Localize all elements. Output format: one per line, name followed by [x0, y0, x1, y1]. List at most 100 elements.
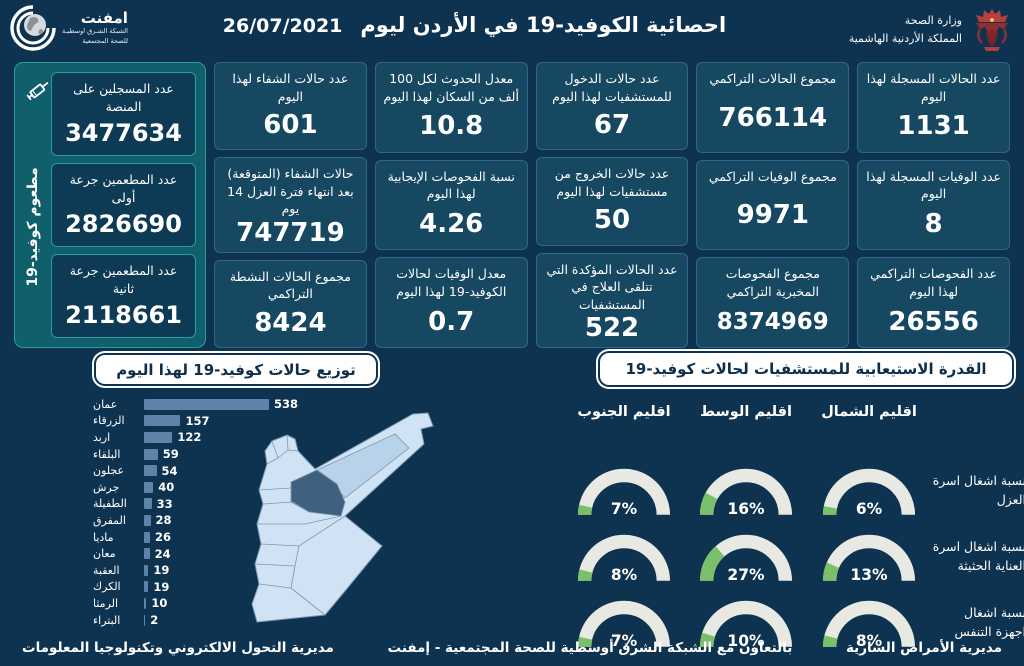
stat-card-label: عدد الفحوصات التراكمي لهذا اليوم [870, 266, 998, 299]
vaccination-cards: عدد المسجلين على المنصة 3477634 عدد المطعم… [51, 72, 197, 338]
bar [144, 431, 173, 443]
region-header-3: اقليم الجنوب [577, 404, 671, 420]
bar-value-label: 26 [155, 530, 172, 545]
stat-card: عدد حالات الخروج من مستشفيات لهذا اليوم 5… [535, 157, 689, 246]
gauge-cell: 6% [810, 458, 928, 524]
footer: مديرية الأمراض السارية بالتعاون مع الشبك… [0, 630, 1024, 666]
bar-category-label: الزرقاء [93, 414, 125, 428]
bar [144, 531, 151, 543]
bar-value-label: 19 [153, 579, 170, 594]
bar-row: البتراء 2 [86, 612, 321, 629]
stat-card-label: نسبة الفحوصات الإيجابية لهذا اليوم [387, 168, 515, 202]
moh-text: وزارة الصحة المملكة الأردنية الهاشمية [849, 12, 962, 47]
stat-card-value: 10.8 [419, 111, 484, 142]
bar-track: 122 [144, 430, 321, 444]
syringe-icon [26, 81, 49, 101]
stat-card: حالات الشفاء (المتوقعة) بعد انتهاء فترة … [214, 157, 367, 253]
stat-card-label: معدل الحدوث لكل 100 ألف من السكان لهذا ا… [383, 71, 519, 104]
bar-value-label: 28 [155, 513, 172, 528]
page-title-area: احصائية الكوفيد-19 في الأردن ليوم 26/07/… [190, 13, 759, 37]
emphnet-subtitle-2: للصحة المجتمعية [82, 37, 128, 45]
stat-card-value: 1131 [897, 111, 970, 142]
bar-category-label: معان [93, 547, 116, 561]
bar-track: 19 [144, 580, 321, 594]
gauge-chart: 7% [577, 468, 671, 518]
stat-card-value: 747719 [236, 217, 345, 248]
bar-track: 10 [144, 596, 321, 610]
bar-row: معان 24 [86, 545, 321, 562]
vaccination-card: عدد المطعمين جرعة ثانية 2118661 [51, 254, 197, 338]
stat-card-value: 8 [924, 209, 943, 239]
bar-category-label: ماديا [93, 530, 114, 544]
bar-row: الرمثا 10 [86, 595, 321, 612]
stat-card-value: 50 [593, 205, 631, 236]
bar-track: 33 [144, 497, 321, 511]
vaccination-card-value: 2826690 [65, 210, 182, 238]
bar-row: الكرك 19 [86, 579, 321, 596]
bar-category-label: جرش [93, 480, 120, 494]
bar-track: 59 [144, 447, 321, 461]
bar [144, 498, 152, 510]
stat-column-1: عدد الحالات المسجلة لهذا اليوم 1131 عدد ال… [857, 62, 1010, 349]
stat-column-4: معدل الحدوث لكل 100 ألف من السكان لهذا ا… [374, 62, 528, 349]
cases-distribution-barchart: عمان 538 الزرقاء 157 اربد 122 البلقاء 59 عجلون 54… [86, 396, 321, 628]
stat-card-value: 601 [263, 110, 318, 141]
stat-card: مجموع الحالات التراكمي 766114 [696, 62, 850, 153]
gauge-row-label-2: نسبة اشغال اسرة العناية الحثيثة [932, 539, 1024, 573]
bar-category-label: العقبة [93, 563, 120, 577]
svg-text:8%: 8% [856, 632, 883, 650]
hospital-capacity-title: القدرة الاستيعابية للمستشفيات لحالات كوف… [600, 353, 1012, 385]
emphnet-logo-text: امفنت الشبكة الشـرق اوسطيـة للصحة المجتم… [62, 9, 128, 47]
vaccination-card-label: عدد المسجلين على المنصة [73, 81, 174, 114]
moh-line2: المملكة الأردنية الهاشمية [848, 32, 962, 45]
svg-text:8%: 8% [611, 566, 638, 584]
stat-card-label: عدد الحالات المسجلة لهذا اليوم [866, 71, 1001, 104]
emphnet-logo: امفنت الشبكة الشـرق اوسطيـة للصحة المجتم… [10, 5, 128, 51]
gauge-chart: 8% [577, 534, 671, 584]
stat-card: معدل الوفيات لحالات الكوفيد-19 لهذا اليو… [374, 257, 528, 349]
gauge-row-label-3: نسبة اشغال اجهزة التنفس [954, 605, 1024, 639]
svg-text:7%: 7% [611, 500, 638, 518]
moh-line1: وزارة الصحة [904, 14, 962, 28]
bar-row: العقبة 19 [86, 562, 321, 579]
bar-category-label: الكرك [93, 580, 121, 594]
stat-card: عدد الفحوصات التراكمي لهذا اليوم 26556 [857, 257, 1010, 349]
bar-row: اربد 122 [86, 429, 321, 446]
vaccination-card-label: عدد المطعمين جرعة ثانية [69, 263, 178, 296]
gauge-cell: 16% [684, 458, 808, 524]
bar [144, 415, 181, 427]
vaccination-card-label: عدد المطعمين جرعة أولى [69, 172, 178, 205]
bar [144, 548, 150, 560]
bar-row: جرش 40 [86, 479, 321, 496]
bar [144, 398, 269, 410]
bar-value-label: 122 [177, 430, 202, 445]
stat-card-label: عدد حالات الشفاء لهذا اليوم [232, 71, 349, 104]
stat-card: عدد الحالات المسجلة لهذا اليوم 1131 [857, 62, 1010, 153]
bar-row: الطفيلة 33 [86, 496, 321, 513]
bar-track: 54 [144, 464, 321, 478]
gauge-cell: 7% [566, 458, 682, 524]
bar-value-label: 538 [274, 397, 299, 412]
stat-card: معدل الحدوث لكل 100 ألف من السكان لهذا ا… [374, 62, 528, 153]
report-date: 26/07/2021 [222, 15, 343, 37]
bar-row: الزرقاء 157 [86, 413, 321, 430]
stat-card-label: عدد حالات الدخول للمستشفيات لهذا اليوم [552, 71, 672, 104]
stat-card: عدد حالات الدخول للمستشفيات لهذا اليوم 67 [535, 62, 689, 151]
bar-category-label: البتراء [93, 613, 121, 627]
page-title: احصائية الكوفيد-19 في الأردن ليوم [360, 13, 727, 37]
vaccination-card-value: 2118661 [65, 301, 182, 329]
stat-card: مجموع الوفيات التراكمي 9971 [696, 159, 850, 251]
bar-value-label: 2 [150, 613, 159, 628]
bar-track: 40 [144, 480, 321, 494]
bar-category-label: الرمثا [93, 596, 119, 610]
stat-card-value: 766114 [718, 102, 828, 133]
stat-card-value: 8374969 [716, 308, 829, 335]
header: امفنت الشبكة الشـرق اوسطيـة للصحة المجتم… [0, 0, 1024, 58]
bar [144, 514, 151, 526]
footer-left: مديرية التحول الالكتروني وتكنولوجيا المع… [22, 640, 334, 656]
gauge-header-spacer [930, 392, 1024, 426]
bar [144, 465, 157, 477]
bar-track: 19 [144, 563, 321, 577]
stat-card-label: مجموع الفحوصات المخبرية التراكمي [725, 266, 820, 299]
